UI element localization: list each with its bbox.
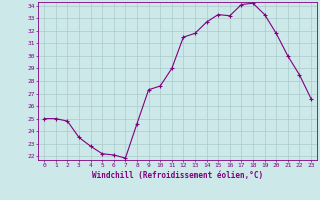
- X-axis label: Windchill (Refroidissement éolien,°C): Windchill (Refroidissement éolien,°C): [92, 171, 263, 180]
